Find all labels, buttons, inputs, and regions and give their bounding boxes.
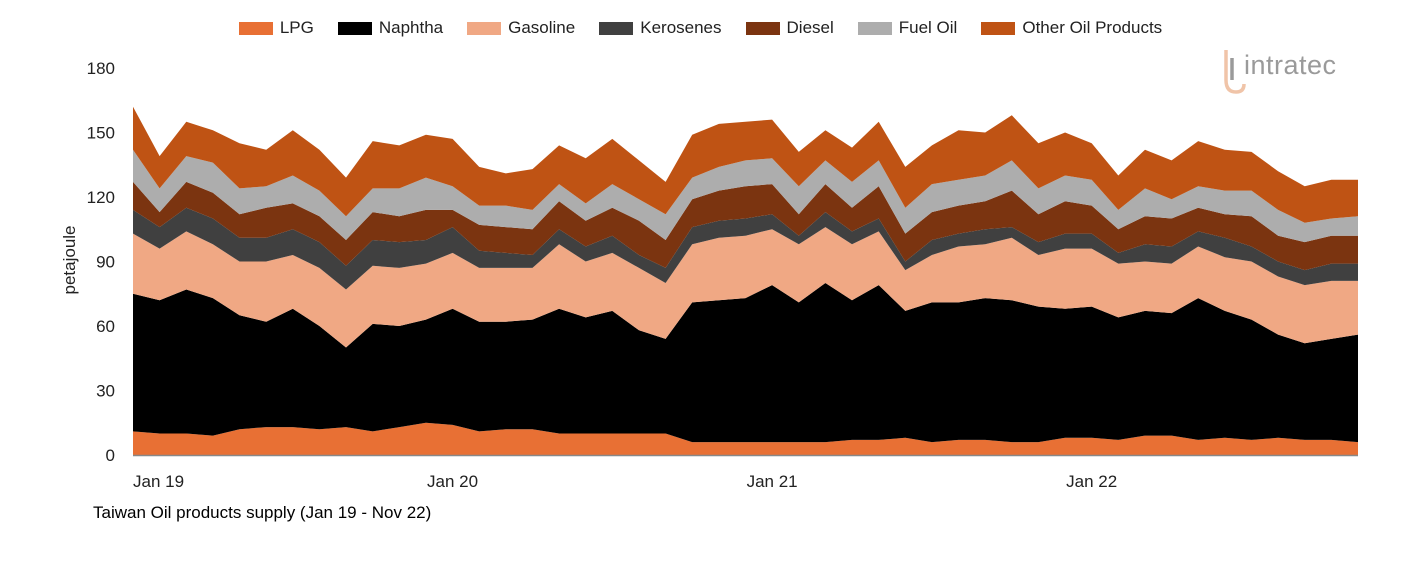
area-kerosenes (133, 207, 1358, 290)
area-diesel (133, 181, 1358, 271)
legend-swatch (981, 21, 1016, 35)
y-tick-label: 90 (96, 253, 115, 272)
area-fuel-oil (133, 149, 1358, 243)
x-tick-label: Jan 22 (1066, 472, 1117, 491)
legend-swatch (745, 21, 780, 35)
y-tick-label: 60 (96, 317, 115, 336)
legend-item-diesel: Diesel (745, 18, 834, 38)
chart-title: Taiwan Oil products supply (Jan 19 - Nov… (93, 503, 432, 522)
x-axis: Jan 19 Jan 20 Jan 21 Jan 22 (133, 472, 1117, 491)
legend-label: Kerosenes (640, 18, 722, 37)
y-tick-label: 150 (87, 124, 115, 143)
y-tick-label: 0 (106, 446, 115, 465)
y-axis-label: petajoule (60, 225, 79, 294)
legend-label: Diesel (786, 18, 834, 37)
legend-swatch (337, 21, 372, 35)
y-tick-label: 180 (87, 59, 115, 78)
legend-swatch (467, 21, 502, 35)
logo-icon (1224, 50, 1246, 94)
legend-label: Other Oil Products (1022, 18, 1163, 37)
legend: LPG Naphtha Gasoline Kerosenes Diesel Fuel Oi… (0, 18, 1401, 38)
legend-label: Gasoline (508, 18, 576, 37)
legend-label: LPG (279, 18, 314, 37)
area-lpg (133, 422, 1358, 455)
legend-swatch (599, 21, 634, 35)
legend-item-gasoline: Gasoline (467, 18, 575, 38)
plot-area (133, 106, 1358, 455)
area-gasoline (133, 227, 1358, 348)
y-tick-label: 120 (87, 188, 115, 207)
legend-item-lpg: LPG (238, 18, 314, 38)
area-naphtha (133, 283, 1358, 443)
y-axis: 0 30 60 90 120 150 180 (87, 59, 115, 465)
legend-item-other-oil-products: Other Oil Products (981, 18, 1162, 38)
logo-text: intratec (1244, 50, 1337, 80)
x-tick-label: Jan 21 (747, 472, 798, 491)
legend-label: Naphtha (378, 18, 444, 37)
logo: intratec (1222, 44, 1337, 94)
legend-item-kerosenes: Kerosenes (599, 18, 722, 38)
legend-label: Fuel Oil (898, 18, 958, 37)
legend-swatch (857, 21, 892, 35)
x-tick-label: Jan 19 (133, 472, 184, 491)
y-tick-label: 30 (96, 382, 115, 401)
area-other-oil-products (133, 106, 1358, 223)
legend-item-fuel-oil: Fuel Oil (857, 18, 958, 38)
legend-swatch (238, 21, 273, 35)
x-tick-label: Jan 20 (427, 472, 478, 491)
legend-item-naphtha: Naphtha (337, 18, 444, 38)
